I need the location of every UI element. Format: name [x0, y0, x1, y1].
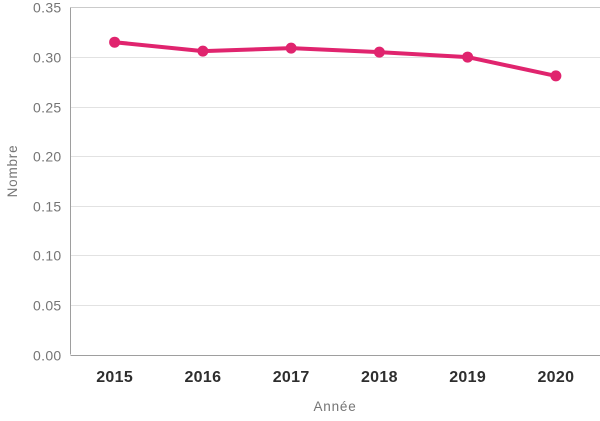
x-tick-label: 2017 [273, 369, 310, 386]
data-series [109, 36, 562, 82]
y-tick-label: 0.20 [33, 149, 61, 165]
x-tick-label: 2018 [361, 369, 398, 386]
data-point [550, 70, 562, 82]
y-tick-label: 0.00 [33, 348, 61, 364]
gridlines [70, 7, 600, 306]
x-tick-label: 2019 [449, 369, 486, 386]
x-tick-labels: 2015 2016 2017 2018 2019 2020 [96, 369, 574, 386]
y-tick-label: 0.10 [33, 248, 61, 264]
y-tick-label: 0.25 [33, 100, 61, 116]
y-tick-labels: 0.00 0.05 0.10 0.15 0.20 0.25 0.30 0.35 [33, 0, 61, 364]
x-tick-label: 2015 [96, 369, 133, 386]
axes [70, 7, 600, 356]
data-point [462, 51, 474, 63]
x-axis-title: Année [313, 399, 356, 414]
data-point [197, 45, 209, 57]
y-axis-title: Nombre [5, 145, 20, 198]
x-tick-label: 2020 [537, 369, 574, 386]
data-point [109, 36, 121, 48]
y-tick-label: 0.30 [33, 50, 61, 66]
y-tick-label: 0.05 [33, 298, 61, 314]
data-point [285, 42, 297, 54]
y-tick-label: 0.35 [33, 0, 61, 16]
data-point [373, 46, 385, 58]
x-tick-label: 2016 [184, 369, 221, 386]
y-tick-label: 0.15 [33, 199, 61, 215]
series-line [112, 40, 558, 78]
